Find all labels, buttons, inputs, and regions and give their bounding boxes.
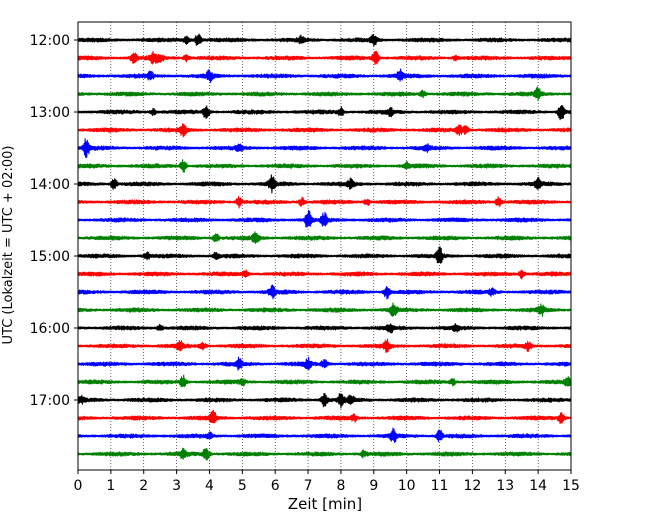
traces <box>77 33 572 461</box>
trace-1515 <box>77 269 572 280</box>
x-tick-label: 0 <box>74 478 83 494</box>
trace-1730 <box>77 427 572 443</box>
y-axis-label: UTC (Lokalzeit = UTC + 02:00) <box>1 146 16 345</box>
y-tick-label: 14:00 <box>30 177 70 193</box>
trace-1700 <box>77 392 572 409</box>
axes-frame <box>77 21 572 471</box>
y-tick-label: 17:00 <box>30 393 70 409</box>
x-axis-label: Zeit [min] <box>288 495 362 513</box>
x-tick-label: 9 <box>369 478 378 494</box>
trace-1345 <box>77 159 572 173</box>
x-tick-label: 7 <box>304 478 313 494</box>
x-tick-label: 4 <box>205 478 214 494</box>
x-axis-ticks: 0 1 2 3 4 5 6 7 8 9 10 11 12 13 14 15 <box>74 470 580 494</box>
trace-1330 <box>77 138 572 159</box>
x-tick-label: 13 <box>496 478 514 494</box>
trace-1400 <box>77 174 572 194</box>
trace-1430 <box>77 210 572 228</box>
plot-frame <box>77 21 572 471</box>
x-tick-label: 3 <box>172 478 181 494</box>
trace-1530 <box>77 284 572 300</box>
y-tick-label: 16:00 <box>30 321 70 337</box>
trace-1415 <box>77 196 572 209</box>
trace-1200 <box>77 33 572 47</box>
y-tick-label: 12:00 <box>30 33 70 49</box>
trace-1300 <box>77 104 572 121</box>
trace-1245 <box>77 86 572 102</box>
trace-1315 <box>77 123 572 138</box>
trace-1615 <box>77 338 572 353</box>
trace-1600 <box>77 323 572 334</box>
x-tick-label: 8 <box>336 478 345 494</box>
y-tick-label: 15:00 <box>30 249 70 265</box>
trace-1645 <box>77 374 572 388</box>
trace-1500 <box>77 246 572 264</box>
trace-1715 <box>77 409 572 424</box>
x-tick-label: 10 <box>398 478 416 494</box>
trace-1230 <box>77 68 572 83</box>
trace-1630 <box>77 356 572 371</box>
y-tick-label: 13:00 <box>30 105 70 121</box>
x-tick-label: 12 <box>463 478 481 494</box>
x-tick-label: 11 <box>431 478 449 494</box>
trace-1545 <box>77 302 572 317</box>
y-axis-ticks: 12:00 13:00 14:00 15:00 16:00 17:00 <box>30 33 78 409</box>
trace-1215 <box>77 50 572 65</box>
x-tick-label: 6 <box>271 478 280 494</box>
x-tick-label: 5 <box>238 478 247 494</box>
x-tick-label: 15 <box>562 478 580 494</box>
x-tick-label: 1 <box>106 478 115 494</box>
x-tick-label: 2 <box>139 478 148 494</box>
trace-1445 <box>77 231 572 244</box>
x-tick-label: 14 <box>529 478 547 494</box>
trace-1745 <box>77 447 572 461</box>
